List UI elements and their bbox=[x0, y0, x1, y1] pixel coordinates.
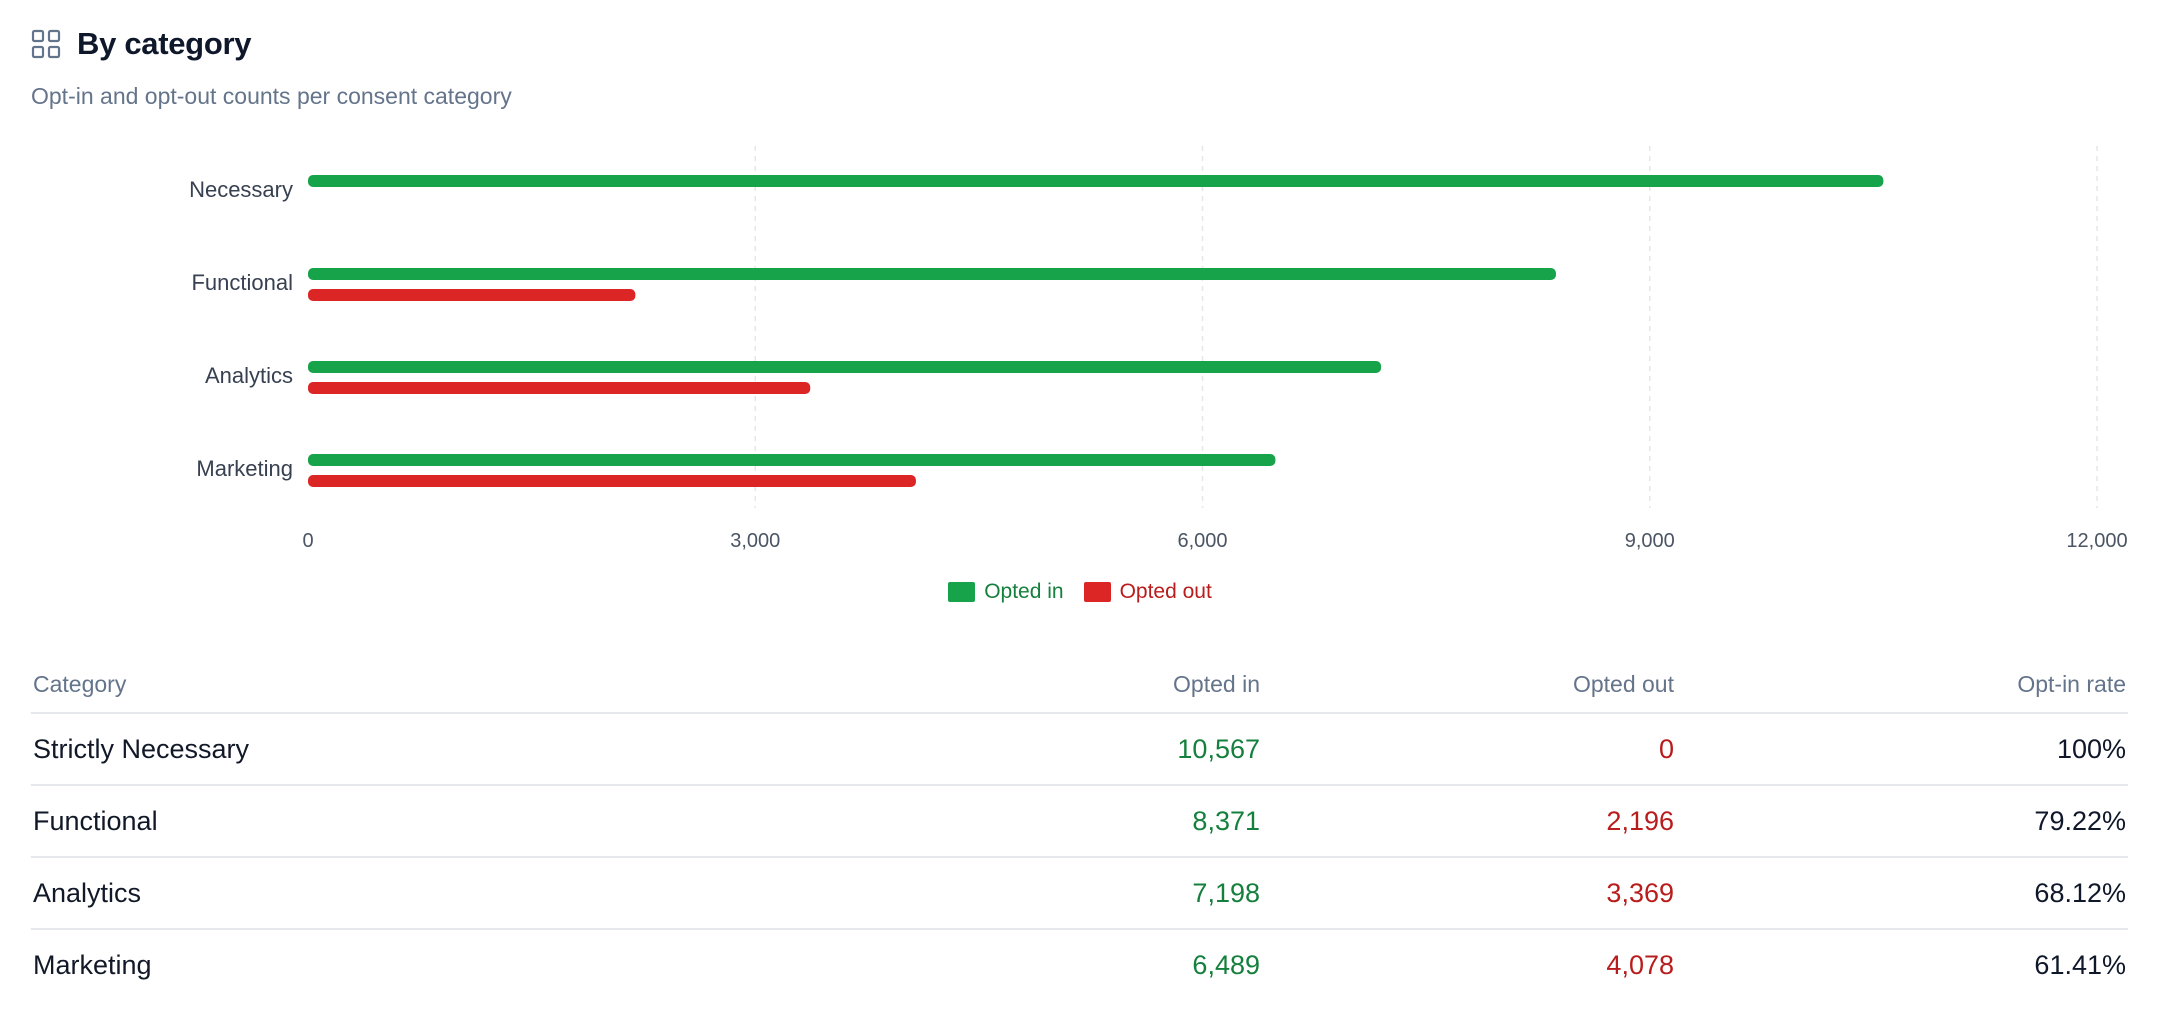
table-row: Functional 8,371 2,196 79.22% bbox=[31, 785, 2128, 858]
bar-opted-out bbox=[308, 382, 811, 394]
row-opted-in: 7,198 bbox=[698, 857, 1262, 930]
legend-label-opted-in: Opted in bbox=[984, 580, 1064, 603]
row-category: Functional bbox=[31, 785, 698, 858]
card-title: By category bbox=[77, 26, 252, 61]
x-tick-label: 6,000 bbox=[1177, 530, 1227, 552]
x-tick-label: 12,000 bbox=[2066, 530, 2127, 552]
card-subtitle: Opt-in and opt-out counts per consent ca… bbox=[31, 83, 512, 109]
legend-swatch-opted-in bbox=[948, 582, 976, 602]
row-opted-out: 2,196 bbox=[1262, 785, 1676, 858]
bar-opted-in bbox=[308, 454, 1276, 466]
row-opt-in-rate: 79.22% bbox=[1676, 785, 2128, 858]
row-opt-in-rate: 68.12% bbox=[1676, 857, 2128, 930]
bar-opted-out bbox=[308, 289, 636, 301]
legend-item-opted-out[interactable]: Opted out bbox=[1083, 580, 1212, 604]
table-row: Analytics 7,198 3,369 68.12% bbox=[31, 857, 2128, 930]
bar-opted-in bbox=[308, 268, 1556, 280]
row-opted-out: 4,078 bbox=[1606, 949, 1674, 980]
table-header-row: Category Opted in Opted out Opt-in rate bbox=[31, 656, 2128, 714]
row-opted-out: 3,369 bbox=[1262, 857, 1676, 930]
row-category: Marketing bbox=[33, 949, 152, 980]
row-category: Analytics bbox=[31, 857, 698, 930]
bar-opted-in bbox=[308, 361, 1382, 373]
x-tick-label: 0 bbox=[302, 530, 313, 552]
row-opted-in: 10,567 bbox=[698, 713, 1262, 786]
category-bar-chart: 0 3,000 6,000 9,000 12,000 Necessary Functiona… bbox=[189, 146, 2128, 552]
x-tick-label: 9,000 bbox=[1625, 530, 1675, 552]
column-header-opted-in[interactable]: Opted in bbox=[698, 656, 1262, 714]
column-header-opted-out[interactable]: Opted out bbox=[1262, 656, 1676, 714]
y-category-label: Marketing bbox=[196, 456, 293, 481]
column-header-category[interactable]: Category bbox=[31, 656, 698, 714]
x-tick-label: 3,000 bbox=[730, 530, 780, 552]
bar-opted-out bbox=[308, 475, 916, 487]
row-opted-in: 6,489 bbox=[1192, 949, 1260, 980]
row-category: Strictly Necessary bbox=[31, 713, 698, 786]
legend-item-opted-in[interactable]: Opted in bbox=[948, 580, 1064, 604]
column-header-opt-in-rate[interactable]: Opt-in rate bbox=[1676, 656, 2128, 714]
y-category-label: Analytics bbox=[205, 363, 293, 388]
legend-swatch-opted-out bbox=[1083, 582, 1111, 602]
legend-label-opted-out: Opted out bbox=[1119, 580, 1212, 603]
row-opt-in-rate: 61.41% bbox=[2034, 949, 2126, 980]
y-category-label: Functional bbox=[191, 270, 293, 295]
category-table: Category Opted in Opted out Opt-in rate … bbox=[31, 656, 2128, 1000]
card-header: By category bbox=[31, 26, 251, 62]
grid-icon bbox=[31, 29, 61, 59]
row-opt-in-rate: 100% bbox=[1676, 713, 2128, 786]
chart-legend: Opted in Opted out bbox=[0, 580, 2160, 604]
row-opted-in: 8,371 bbox=[698, 785, 1262, 858]
table-row: Marketing 6,489 4,078 61.41% bbox=[31, 929, 2128, 1000]
y-category-label: Necessary bbox=[189, 177, 293, 202]
table-row: Strictly Necessary 10,567 0 100% bbox=[31, 713, 2128, 786]
bar-opted-in bbox=[308, 175, 1884, 187]
row-opted-out: 0 bbox=[1262, 713, 1676, 786]
